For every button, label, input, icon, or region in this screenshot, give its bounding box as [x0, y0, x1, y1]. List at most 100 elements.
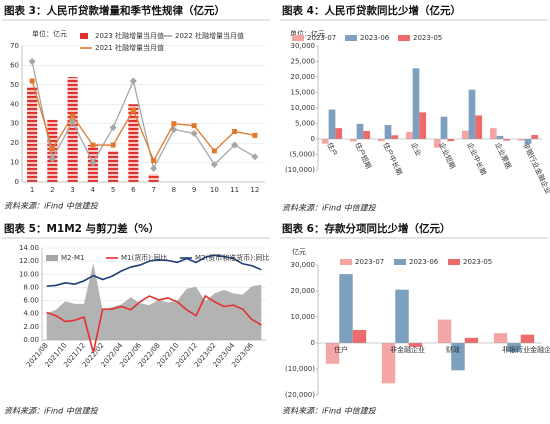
- y-tick-label: 20,000: [291, 287, 316, 295]
- x-tick-label: 11: [230, 186, 239, 194]
- source-note: 资料来源：iFind 中信建投: [282, 204, 377, 213]
- bar: [352, 330, 367, 343]
- x-tick-label: 12: [250, 186, 259, 194]
- y-tick-label: 15,000: [291, 89, 316, 97]
- line-marker: [110, 142, 116, 148]
- legend-swatch: [394, 259, 406, 265]
- bar: [108, 150, 119, 182]
- y-tick-label: 8.00: [23, 283, 39, 291]
- line-marker: [251, 153, 259, 161]
- y-tick-label: (20,000): [285, 391, 315, 399]
- line-marker: [29, 78, 35, 84]
- x-tick-label: 企业短期: [437, 141, 457, 170]
- bar: [475, 115, 483, 139]
- line: [46, 294, 262, 353]
- source-note: 资料来源：iFind 中信建投: [4, 202, 99, 211]
- x-tick-label: 住户短期: [353, 141, 373, 170]
- bar: [384, 125, 392, 139]
- bar: [67, 77, 78, 182]
- y-tick-label: 0: [15, 178, 19, 186]
- legend-label: 2023-05: [463, 258, 492, 266]
- line-marker: [171, 121, 177, 127]
- y-tick-label: 40: [10, 100, 19, 108]
- y-axis-label: 亿元: [292, 247, 306, 256]
- bar: [440, 116, 448, 139]
- chart-title: 图表 5：M1M2 与剪刀差（%）: [4, 222, 159, 235]
- bar: [419, 112, 427, 139]
- line-marker: [90, 142, 96, 148]
- y-axis-label: 单位：亿元: [290, 29, 325, 38]
- x-tick-label: 住户: [334, 345, 348, 354]
- y-axis-label: 单位：亿元: [32, 29, 67, 38]
- line-marker: [252, 132, 258, 138]
- legend-swatch: [398, 35, 410, 41]
- line-marker: [150, 164, 158, 172]
- line-marker: [89, 159, 97, 167]
- legend-swatch: [46, 255, 58, 261]
- source-note: 资料来源：iFind 中信建投: [4, 407, 99, 416]
- x-tick-label: 企业中长期: [465, 141, 488, 177]
- y-tick-label: 10,000: [291, 313, 316, 321]
- bar: [531, 134, 539, 139]
- line-marker: [129, 77, 137, 85]
- y-tick-label: (5,000): [289, 151, 315, 159]
- bar: [468, 89, 476, 139]
- y-tick-label: 12.00: [19, 257, 39, 265]
- line-marker: [28, 58, 36, 66]
- y-tick-label: 30: [10, 120, 19, 128]
- line: [46, 254, 262, 287]
- bar: [381, 343, 396, 384]
- bar: [489, 128, 497, 139]
- line-marker: [70, 113, 76, 119]
- bar: [321, 139, 329, 144]
- bar: [503, 139, 511, 141]
- x-tick-label: 4: [91, 186, 96, 194]
- x-tick-label: 2: [50, 186, 54, 194]
- y-tick-label: 20,000: [291, 73, 316, 81]
- y-tick-label: 6.00: [23, 297, 39, 305]
- x-tick-label: 5: [111, 186, 115, 194]
- chart-panel: 图表 5：M1M2 与剪刀差（%） 资料来源：iFind 中信建投 0.00 2.00…: [2, 222, 270, 416]
- legend-label: M2-M1: [61, 254, 85, 262]
- bar: [349, 139, 357, 142]
- bar: [27, 86, 38, 182]
- x-tick-label: 非银行业金融企业: [521, 141, 550, 196]
- y-tick-label: 60: [10, 61, 19, 69]
- x-tick-label: 7: [151, 186, 155, 194]
- bar: [412, 68, 420, 139]
- bar: [517, 139, 525, 141]
- chart-panel: 图表 4：人民币贷款同比少增（亿元） 资料来源：iFind 中信建投 单位：亿元 (1…: [280, 4, 550, 213]
- legend-swatch: [345, 35, 357, 41]
- bar: [328, 109, 336, 139]
- chart-title: 图表 3：人民币贷款增量和季节性规律（亿元）: [4, 4, 225, 17]
- line-marker: [190, 129, 198, 137]
- y-tick-label: 4.00: [23, 310, 39, 318]
- legend-swatch: [340, 259, 352, 265]
- bar: [339, 274, 353, 343]
- bar: [447, 139, 455, 142]
- y-tick-label: (10,000): [285, 166, 315, 174]
- line-marker: [231, 141, 239, 149]
- legend-label: 2023-06: [409, 258, 439, 266]
- chart-panel: 图表 3：人民币贷款增量和季节性规律（亿元） 资料来源：iFind 中信建投单位：…: [2, 4, 270, 211]
- bar: [507, 343, 521, 353]
- bar: [128, 104, 139, 182]
- line-marker: [48, 155, 56, 163]
- chart-panel: 图表 6：存款分项同比少增（亿元） 资料来源：iFind 中信建投 亿元 (20,00…: [280, 222, 550, 416]
- bar: [524, 139, 532, 144]
- y-tick-label: 10: [10, 159, 19, 167]
- bar: [325, 343, 340, 364]
- y-tick-label: 0.00: [23, 336, 39, 344]
- y-tick-label: 10.00: [19, 270, 39, 278]
- bar: [461, 130, 469, 139]
- bar: [363, 130, 371, 139]
- legend-label: 2023-07: [307, 34, 336, 42]
- legend-label: 2023-06: [360, 34, 390, 42]
- line-marker: [191, 123, 197, 129]
- y-tick-label: 14.00: [19, 244, 39, 252]
- legend-swatch: [448, 259, 460, 265]
- x-tick-label: 非银行业金融企业: [502, 345, 550, 354]
- source-note: 资料来源：iFind 中信建投: [282, 407, 377, 416]
- bar: [496, 135, 504, 139]
